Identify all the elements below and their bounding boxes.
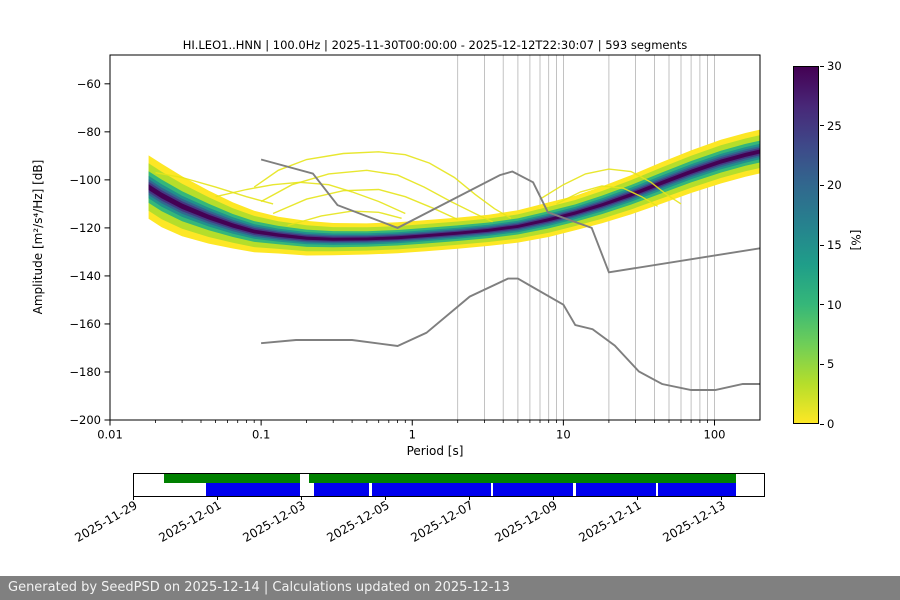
ppsd-heatmap-plot: 0.01 0.1 1 10 100 −60 −80 −100 −120 −140 −160 −180 −… — [69, 54, 761, 442]
timeline-processed-segment — [371, 483, 491, 496]
timeline-data-available-segment — [164, 474, 301, 483]
colorbar-tick-label: 20 — [827, 178, 842, 193]
timeline-tick — [133, 496, 134, 500]
timeline-tick — [385, 496, 386, 500]
timeline-date-label: 2025-12-03 — [240, 498, 308, 545]
colorbar-tick — [820, 304, 824, 306]
y-tick-label: −180 — [69, 365, 101, 379]
plot-frame — [109, 54, 761, 421]
timeline-tick — [637, 496, 638, 500]
nhnm-noise-model-line — [260, 158, 760, 274]
timeline-tick — [721, 496, 722, 500]
colorbar-tick — [820, 184, 824, 186]
y-tick-label: −80 — [77, 125, 101, 139]
timeline-data-available-segment — [308, 474, 736, 483]
plot-title: HI.LEO1..HNN | 100.0Hz | 2025-11-30T00:0… — [182, 38, 688, 52]
colorbar-tick — [820, 363, 824, 365]
y-tick-label: −160 — [69, 317, 101, 331]
timeline-date-label: 2025-12-01 — [156, 498, 224, 545]
timeline-date-label: 2025-12-13 — [660, 498, 728, 545]
timeline-tick — [301, 496, 302, 500]
colorbar-tick — [820, 125, 824, 127]
colorbar-tick — [820, 65, 824, 67]
colorbar-tick-label: 10 — [827, 297, 842, 312]
timeline-tick — [553, 496, 554, 500]
colorbar-tick-label: 15 — [827, 238, 842, 252]
colorbar-tick-label: 25 — [827, 118, 842, 133]
ppsd-outlier-curve — [253, 151, 512, 219]
ppsd-density-layer — [148, 129, 760, 256]
footer-status-bar: Generated by SeedPSD on 2025-12-14 | Cal… — [0, 576, 900, 600]
timeline-processed-segment — [575, 483, 656, 496]
timeline-processed-segment — [205, 483, 301, 496]
nlnm-noise-model-line — [261, 277, 760, 391]
y-tick-label: −100 — [69, 173, 101, 187]
colorbar-tick-label: 0 — [827, 417, 835, 431]
x-tick-label: 0.1 — [252, 428, 270, 442]
timeline-tick — [217, 496, 218, 500]
footer-text: Generated by SeedPSD on 2025-12-14 | Cal… — [8, 580, 510, 595]
timeline-processed-segment — [658, 483, 736, 496]
ppsd-outlier-curve — [260, 169, 493, 223]
timeline-availability-bar — [133, 473, 765, 497]
ppsd-outlier-curve — [556, 185, 658, 207]
y-tick-label: −200 — [69, 413, 101, 427]
x-tick-label: 0.01 — [97, 428, 123, 442]
timeline-date-label: 2025-12-09 — [492, 498, 560, 545]
timeline-processed-segment — [313, 483, 369, 496]
timeline-processed-segment — [493, 483, 574, 496]
colorbar-tick — [820, 423, 824, 425]
x-tick-label: 100 — [704, 428, 726, 442]
ppsd-outlier-curve — [539, 168, 682, 205]
colorbar-gradient — [794, 67, 818, 423]
timeline-date-label: 2025-12-11 — [576, 498, 644, 545]
x-axis-label: Period [s] — [406, 444, 464, 458]
y-axis-label: Amplitude [m²/s⁴/Hz] [dB] — [31, 159, 45, 315]
colorbar-tick-label: 30 — [827, 59, 842, 73]
colorbar-unit-label: [%] — [848, 229, 863, 251]
y-tick-label: −140 — [69, 269, 101, 283]
timeline-tick — [469, 496, 470, 500]
ppsd-outlier-curve — [155, 172, 274, 205]
timeline-date-label: 2025-12-07 — [408, 498, 476, 545]
timeline-date-label: 2025-12-05 — [324, 498, 392, 545]
y-tick-label: −60 — [77, 77, 101, 91]
colorbar-tick — [820, 244, 824, 246]
x-tick-label: 1 — [409, 428, 416, 442]
colorbar-tick-label: 5 — [827, 357, 835, 372]
y-tick-label: −120 — [69, 221, 101, 235]
x-tick-label: 10 — [556, 428, 571, 442]
ppsd-outlier-curve — [215, 181, 406, 215]
timeline-date-label: 2025-11-29 — [72, 498, 140, 545]
colorbar — [793, 66, 819, 424]
